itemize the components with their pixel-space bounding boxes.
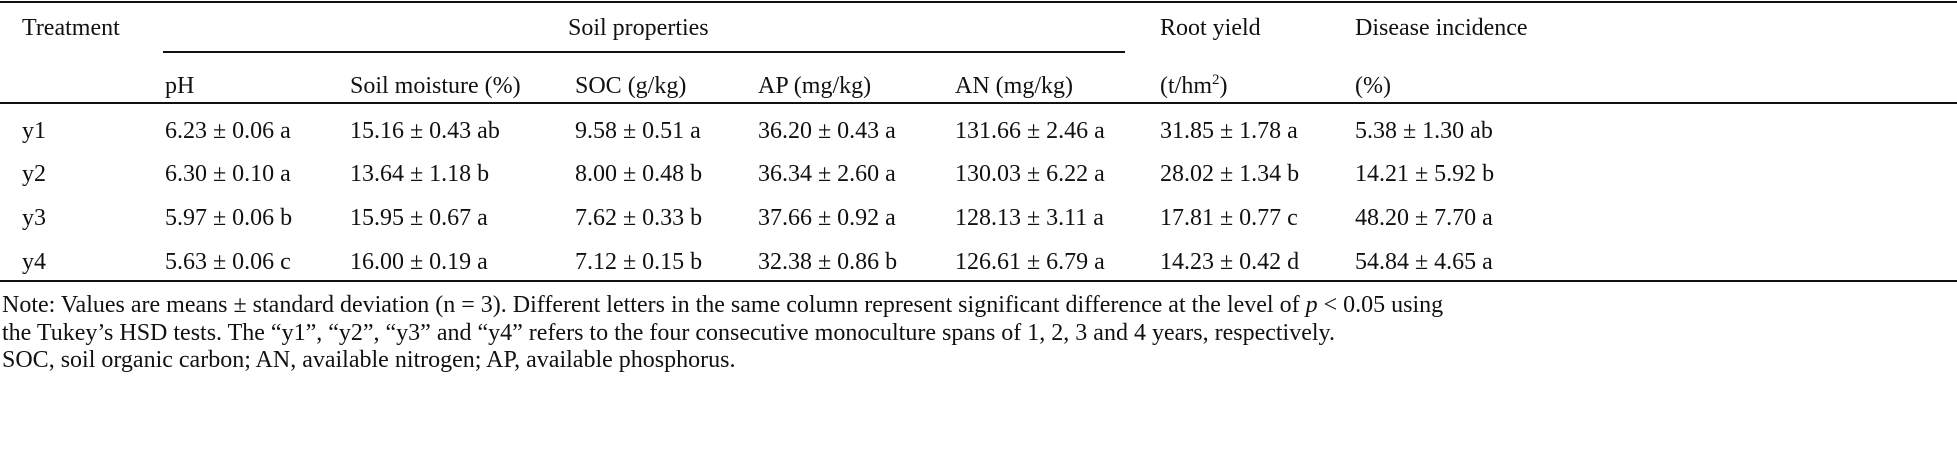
column-header: pH [165,73,195,99]
header-root-unit: (t/hm2) [1160,72,1228,100]
cell: 31.85 ± 1.78 a [1160,118,1298,144]
row-label: y3 [22,205,46,231]
cell: 6.23 ± 0.06 a [165,118,291,144]
cell: 17.81 ± 0.77 c [1160,205,1298,231]
header-treatment: Treatment [22,15,120,41]
cell: 13.64 ± 1.18 b [350,161,490,187]
unit-superscript: 2 [1212,72,1220,88]
cell: 14.21 ± 5.92 b [1355,161,1495,187]
bottom-rule [0,280,1957,282]
cell: 5.97 ± 0.06 b [165,205,293,231]
note-italic: p [1305,292,1318,318]
cell: 7.12 ± 0.15 b [575,249,703,275]
cell: 32.38 ± 0.86 b [758,249,898,275]
cell: 6.30 ± 0.10 a [165,161,291,187]
row-label: y4 [22,249,46,275]
group-rule [163,51,1125,53]
cell: 54.84 ± 4.65 a [1355,249,1493,275]
header-disease-unit: (%) [1355,73,1391,99]
note-text: < 0.05 using [1317,292,1444,318]
cell: 5.63 ± 0.06 c [165,249,291,275]
unit-text: (t/hm [1160,73,1212,99]
note-line: Note: Values are means ± standard deviat… [2,291,1443,319]
cell: 36.34 ± 2.60 a [758,161,896,187]
cell: 15.16 ± 0.43 ab [350,118,500,144]
cell: 126.61 ± 6.79 a [955,249,1105,275]
column-header: SOC (g/kg) [575,73,687,99]
header-disease: Disease incidence [1355,15,1528,41]
note-text: Note: Values are means ± standard deviat… [2,292,1306,318]
cell: 9.58 ± 0.51 a [575,118,701,144]
column-header: AP (mg/kg) [758,73,872,99]
top-rule [0,1,1957,3]
row-label: y1 [22,118,46,144]
cell: 14.23 ± 0.42 d [1160,249,1300,275]
cell: 48.20 ± 7.70 a [1355,205,1493,231]
header-rule [0,102,1957,104]
unit-text: ) [1219,73,1228,99]
cell: 15.95 ± 0.67 a [350,205,488,231]
note-line: the Tukey’s HSD tests. The “y1”, “y2”, “… [2,320,1335,346]
cell: 28.02 ± 1.34 b [1160,161,1300,187]
cell: 36.20 ± 0.43 a [758,118,896,144]
header-group: Soil properties [568,15,709,41]
column-header: Soil moisture (%) [350,73,521,99]
cell: 8.00 ± 0.48 b [575,161,703,187]
cell: 37.66 ± 0.92 a [758,205,896,231]
cell: 5.38 ± 1.30 ab [1355,118,1493,144]
cell: 131.66 ± 2.46 a [955,118,1105,144]
row-label: y2 [22,161,46,187]
cell: 130.03 ± 6.22 a [955,161,1105,187]
cell: 128.13 ± 3.11 a [955,205,1104,231]
column-header: AN (mg/kg) [955,73,1073,99]
cell: 16.00 ± 0.19 a [350,249,488,275]
header-root-yield: Root yield [1160,15,1261,41]
note-line: SOC, soil organic carbon; AN, available … [2,347,736,373]
cell: 7.62 ± 0.33 b [575,205,703,231]
